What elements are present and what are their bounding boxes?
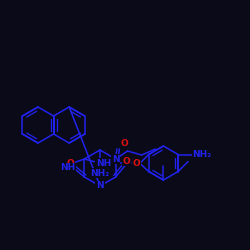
Text: NH₂: NH₂ xyxy=(192,150,212,159)
Text: O: O xyxy=(123,156,130,166)
Text: NH: NH xyxy=(96,158,111,168)
Text: NH: NH xyxy=(60,164,75,172)
Text: O: O xyxy=(132,158,140,168)
Text: N: N xyxy=(96,182,104,190)
Text: N: N xyxy=(112,154,120,164)
Text: NH₂: NH₂ xyxy=(90,168,110,177)
Text: O: O xyxy=(120,140,128,148)
Text: O: O xyxy=(66,158,74,168)
